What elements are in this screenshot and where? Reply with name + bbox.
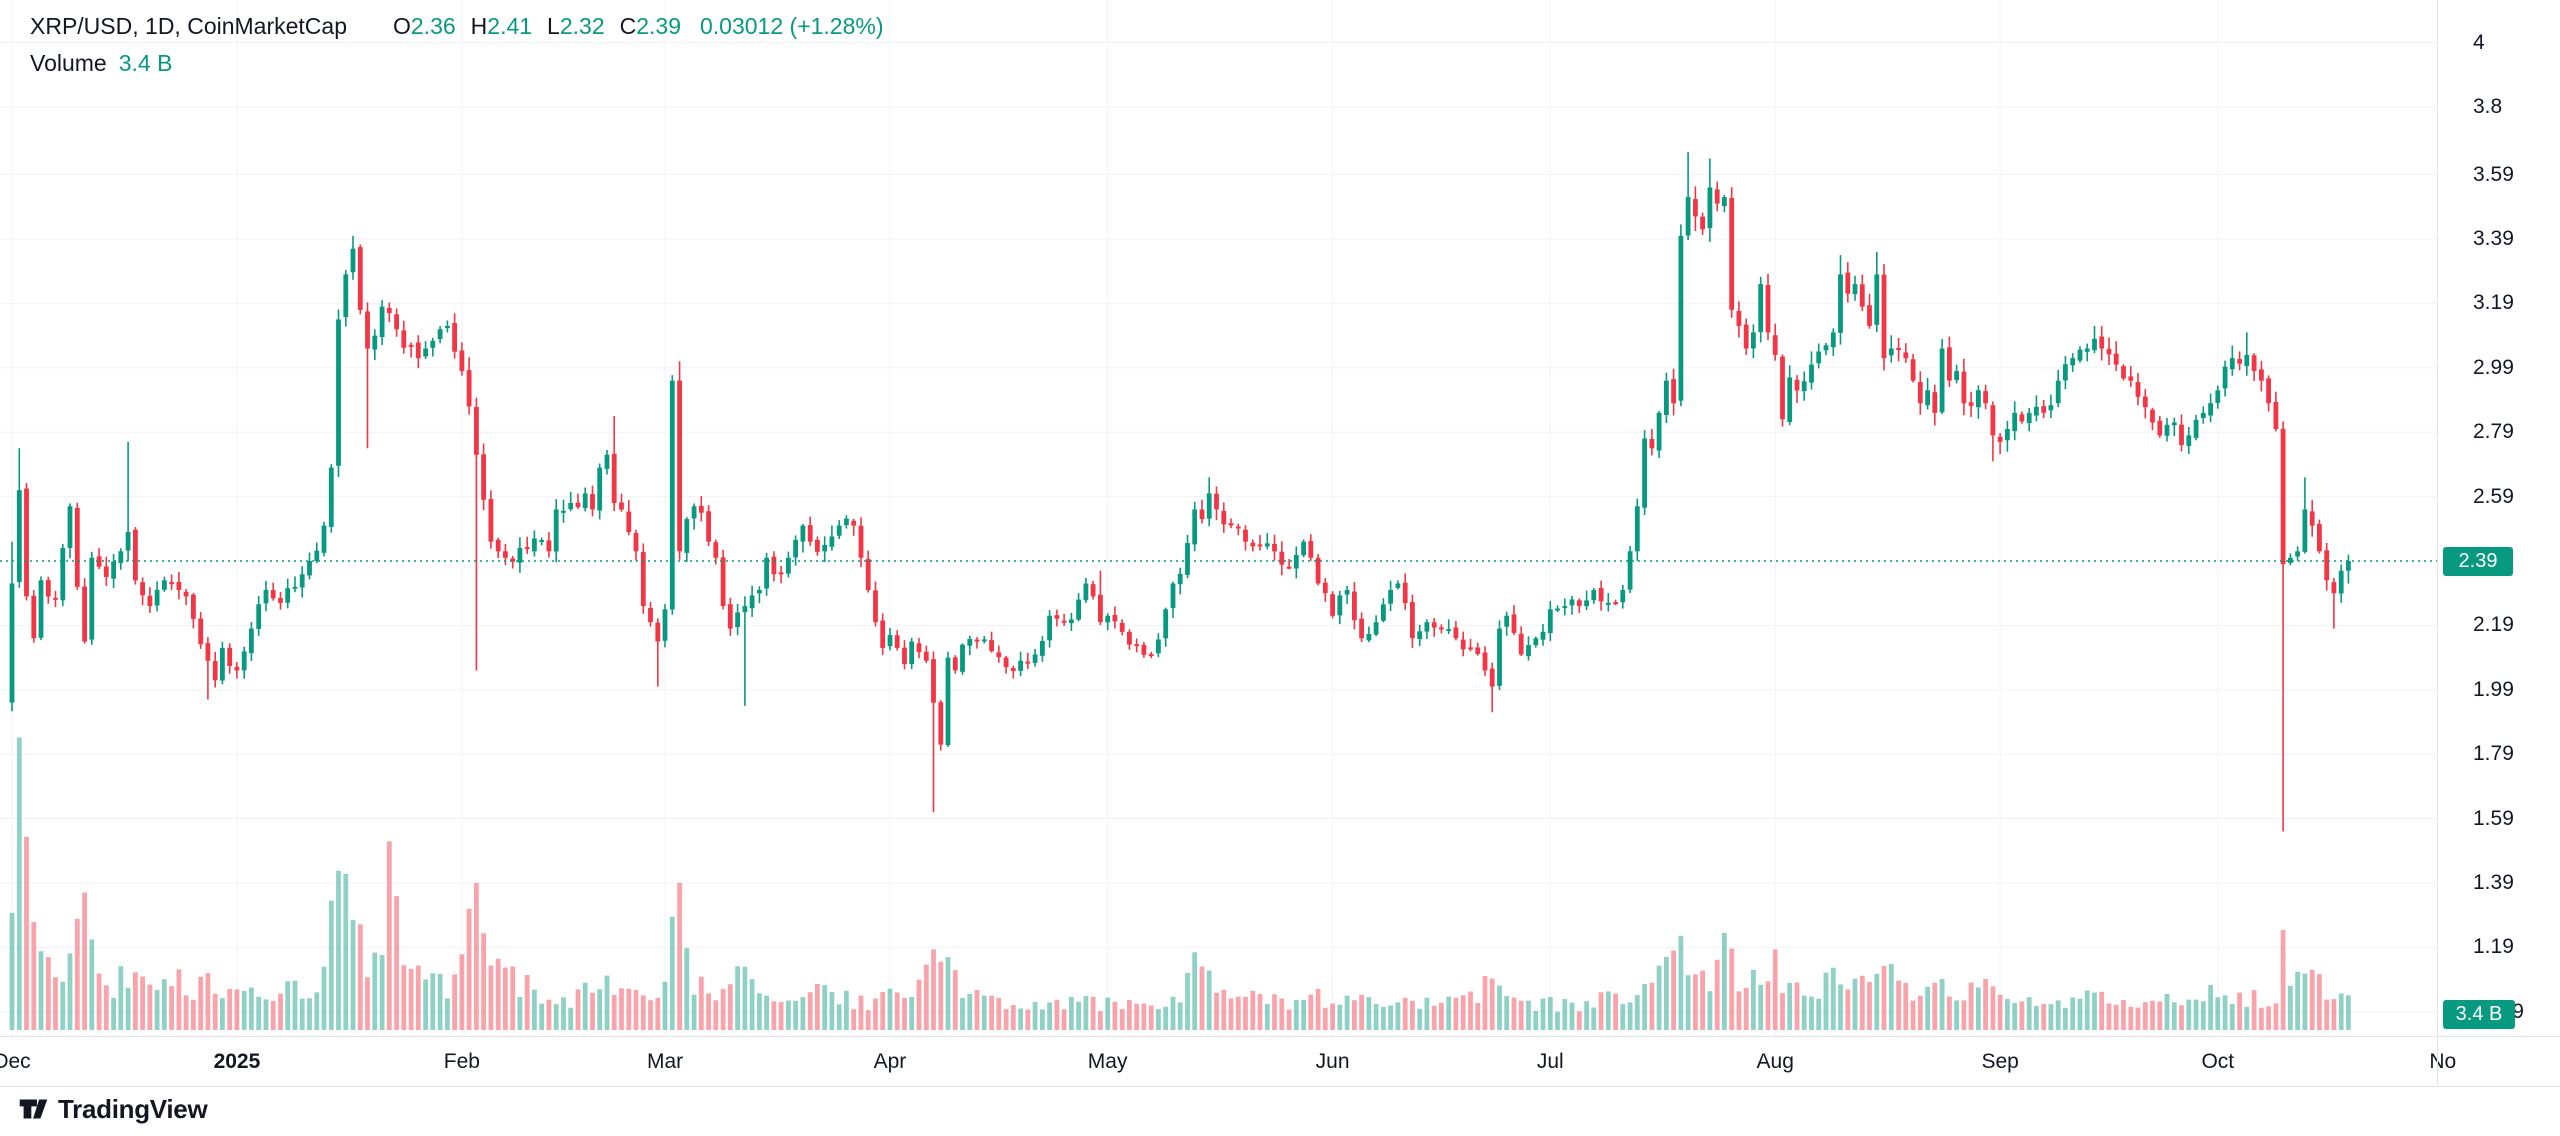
ohlc-high: H2.41 [471, 11, 532, 41]
ohlc-values: O2.36 H2.41 L2.32 C2.39 0.03012 (+1.28%) [393, 11, 884, 41]
candles-series [9, 152, 2351, 832]
volume-value: 3.4 B [118, 50, 173, 76]
time-axis-label: Oct [2201, 1049, 2235, 1073]
volume-badge: 3.4 B [2443, 1000, 2515, 1029]
price-axis[interactable]: 0.991.191.391.591.791.992.192.592.792.99… [2437, 0, 2560, 1085]
tradingview-logo-icon [19, 1099, 48, 1119]
tradingview-attribution-link[interactable]: TradingView [18, 1091, 208, 1127]
price-axis-label: 3.39 [2473, 227, 2514, 250]
price-axis-label: 1.19 [2473, 935, 2514, 959]
time-axis-label: Dec [0, 1049, 31, 1073]
chart-legend: XRP/USD, 1D, CoinMarketCap O2.36 H2.41 L… [30, 11, 884, 41]
volume-legend: Volume 3.4 B [30, 48, 172, 78]
price-axis-label: 3.19 [2473, 291, 2514, 315]
time-axis-label: Jul [1536, 1049, 1564, 1073]
price-axis-label: 2.79 [2473, 420, 2514, 444]
close-label: C [619, 13, 637, 39]
close-value: 2.39 [636, 13, 681, 39]
price-axis-label: 2.59 [2473, 484, 2514, 508]
ohlc-open: O2.36 [393, 11, 456, 41]
time-axis-label: May [1087, 1049, 1128, 1073]
time-axis-label: Aug [1756, 1049, 1794, 1073]
price-axis-label: 1.59 [2473, 806, 2514, 830]
open-value: 2.36 [410, 13, 456, 39]
time-axis[interactable]: Dec 2025 Feb Mar Apr May Jun Jul Aug Sep Oct No [0, 1036, 2560, 1087]
grid-lines [0, 0, 2437, 1036]
volume-label: Volume [30, 50, 107, 76]
low-value: 2.32 [559, 13, 605, 39]
high-value: 2.41 [487, 13, 533, 39]
price-axis-label: 2.99 [2473, 355, 2514, 379]
ohlc-close: C2.39 [620, 11, 681, 41]
price-axis-label: 4 [2473, 30, 2485, 54]
price-axis-label: 2.19 [2473, 613, 2514, 637]
time-axis-label: 2025 [213, 1049, 261, 1073]
price-axis-label: 3.59 [2473, 162, 2514, 186]
ohlc-low: L2.32 [547, 11, 605, 41]
price-axis-label: 1.79 [2473, 742, 2514, 766]
low-label: L [547, 13, 560, 39]
change-value: 0.03012 (+1.28%) [700, 13, 884, 39]
price-axis-label: 3.8 [2473, 94, 2503, 118]
tradingview-brand-text: TradingView [58, 1093, 208, 1124]
open-label: O [393, 13, 411, 39]
high-label: H [470, 13, 488, 39]
time-axis-label: No [2429, 1049, 2457, 1073]
time-axis-label: Sep [1981, 1049, 2019, 1073]
price-axis-label: 1.39 [2473, 871, 2514, 894]
time-axis-label: Feb [443, 1049, 480, 1073]
time-axis-label: Apr [873, 1049, 907, 1073]
time-axis-label: Mar [646, 1049, 684, 1073]
symbol-title[interactable]: XRP/USD, 1D, CoinMarketCap [30, 13, 347, 39]
time-axis-label: Jun [1315, 1049, 1350, 1073]
volume-bars [9, 737, 2351, 1030]
current-price-badge: 2.39 [2443, 547, 2513, 576]
price-axis-label: 1.99 [2473, 677, 2514, 701]
